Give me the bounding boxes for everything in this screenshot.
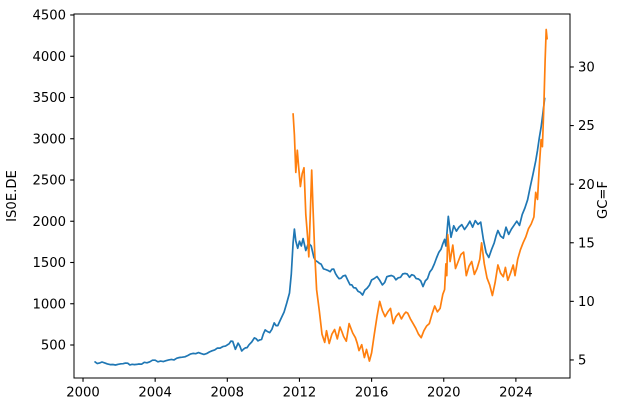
y-tick-label-right: 30 xyxy=(578,61,595,76)
y-tick-label-left: 1000 xyxy=(32,297,66,312)
y-tick-label-left: 2500 xyxy=(32,174,66,189)
y-tick-label-left: 3500 xyxy=(32,91,66,106)
y-tick-label-left: 2000 xyxy=(32,215,66,230)
series-line-is0e-de xyxy=(94,97,546,366)
y-tick-label-right: 25 xyxy=(578,119,595,134)
x-tick-label: 2000 xyxy=(66,386,100,401)
y-tick-label-left: 1500 xyxy=(32,256,66,271)
x-tick-label: 2008 xyxy=(211,386,245,401)
right-axis-label: GC=F xyxy=(596,181,611,219)
y-tick-label-left: 4000 xyxy=(32,50,66,65)
y-tick-label-right: 10 xyxy=(578,295,595,310)
y-tick-label-right: 15 xyxy=(578,236,595,251)
left-axis-label: IS0E.DE xyxy=(5,170,20,222)
y-tick-label-left: 4500 xyxy=(32,9,66,24)
x-tick-label: 2004 xyxy=(138,386,172,401)
y-tick-label-left: 3000 xyxy=(32,132,66,147)
plot-border xyxy=(73,13,571,379)
x-tick-label: 2020 xyxy=(427,386,461,401)
series-line-gc-f xyxy=(292,28,548,362)
tick-layer: 2000 2004 2008 2012 2016 2020 2024 500 1000 1500 2… xyxy=(32,9,594,401)
y-tick-label-left: 500 xyxy=(41,339,66,354)
series-layer xyxy=(94,28,548,366)
x-tick-label: 2012 xyxy=(283,386,317,401)
x-tick-label: 2024 xyxy=(499,386,533,401)
y-tick-label-right: 20 xyxy=(578,178,595,193)
x-tick-label: 2016 xyxy=(355,386,389,401)
y-tick-label-right: 5 xyxy=(578,354,586,369)
